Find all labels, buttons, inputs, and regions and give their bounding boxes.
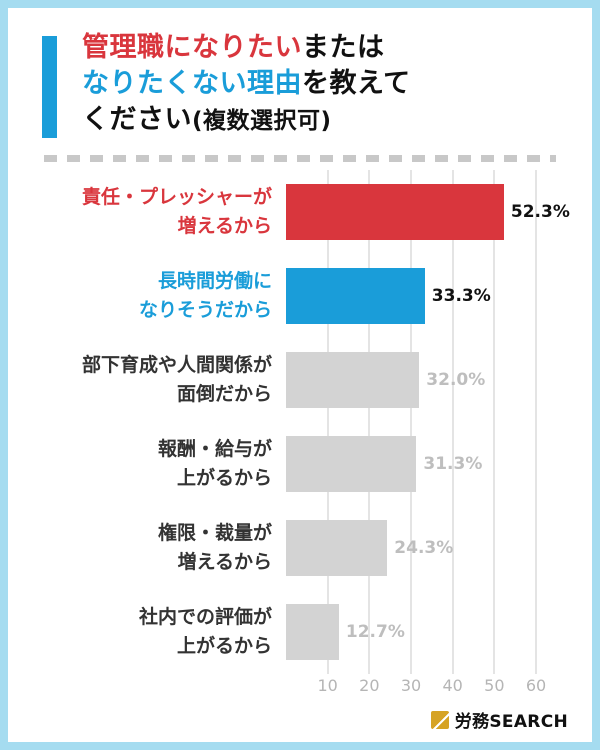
bar	[286, 603, 339, 660]
category-label: 責任・プレッシャーが 増えるから	[81, 186, 272, 237]
value-label: 32.0%	[426, 369, 486, 390]
bar	[286, 519, 388, 576]
category-label: 社内での評価が 上がるから	[138, 606, 272, 657]
title-segment: なりたくない理由	[82, 68, 302, 100]
value-label: 52.3%	[510, 201, 570, 222]
value-label: 12.7%	[345, 621, 405, 642]
gridline	[368, 169, 371, 674]
gridline	[451, 169, 454, 674]
gridline	[535, 169, 537, 674]
brand-text-bold: 労務	[454, 712, 490, 732]
header: 管理職になりたいまたは なりたくない理由を教えてください(複数選択可)	[8, 8, 592, 139]
dashed-divider	[44, 154, 556, 162]
bar-chart: 責任・プレッシャーが 増えるから 52.3% 長時間労働に なりそうだから 33…	[8, 169, 592, 700]
x-tick-label: 10	[317, 675, 338, 695]
value-label: 31.3%	[423, 453, 483, 474]
chart-rows: 責任・プレッシャーが 増えるから 52.3% 長時間労働に なりそうだから 33…	[8, 170, 592, 674]
bar	[286, 183, 504, 240]
chart-row: 責任・プレッシャーが 増えるから 52.3%	[8, 170, 592, 254]
chart-row: 報酬・給与が 上がるから 31.3%	[8, 422, 592, 506]
category-label: 報酬・給与が 上がるから	[157, 438, 272, 489]
x-tick-label: 60	[525, 675, 547, 695]
category-label: 権限・裁量が 増えるから	[157, 522, 272, 573]
title-segment: 管理職になりたい	[82, 32, 302, 63]
bar-plot: 32.0%	[286, 351, 592, 408]
bar-plot: 31.3%	[286, 435, 592, 492]
x-tick-label: 50	[484, 675, 505, 695]
category-label: 長時間労働に なりそうだから	[138, 270, 272, 321]
chart-row: 権限・裁量が 増えるから 24.3%	[8, 506, 592, 590]
brand-logo-icon	[430, 710, 449, 729]
brand-text: 労務SEARCH	[455, 707, 568, 732]
x-tick-label: 30	[400, 675, 422, 695]
chart-row: 長時間労働に なりそうだから 33.3%	[8, 254, 592, 338]
gridline	[410, 169, 412, 674]
gridline	[326, 169, 329, 674]
bar-plot: 24.3%	[286, 519, 592, 576]
chart-row: 社内での評価が 上がるから 12.7%	[8, 590, 592, 674]
gridline	[493, 169, 496, 674]
bar	[286, 351, 420, 408]
bar	[286, 435, 417, 492]
title-segment: ください	[82, 104, 192, 136]
x-axis: 10 20 30 40 50 60	[286, 674, 592, 700]
x-tick-label: 20	[359, 675, 380, 695]
title-segment: (複数選択可)	[192, 108, 332, 135]
gridlines	[286, 169, 584, 674]
bar-plot: 12.7%	[286, 603, 592, 660]
category-label: 部下育成や人間関係が 面倒だから	[81, 354, 272, 405]
bar-plot: 33.3%	[286, 267, 592, 324]
title-segment: または	[302, 32, 385, 63]
bar	[286, 267, 425, 324]
value-label: 24.3%	[394, 537, 454, 558]
brand-text-rest: SEARCH	[489, 712, 568, 732]
page-title: 管理職になりたいまたは なりたくない理由を教えてください(複数選択可)	[82, 30, 572, 139]
bar-plot: 52.3%	[286, 183, 592, 240]
chart-row: 部下育成や人間関係が 面倒だから 32.0%	[8, 338, 592, 422]
x-tick-label: 40	[442, 675, 463, 695]
title-segment: を教えて	[302, 68, 411, 100]
footer: 労務SEARCH	[430, 707, 568, 732]
value-label: 33.3%	[431, 285, 491, 306]
title-accent-bar	[42, 36, 57, 138]
